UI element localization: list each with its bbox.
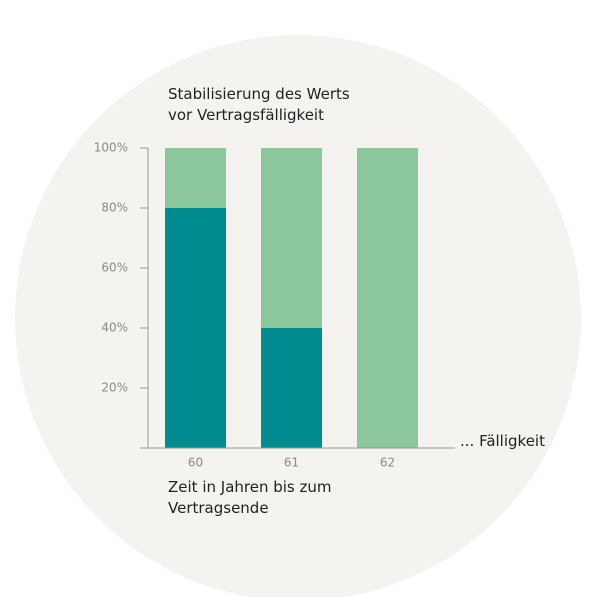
y-tick-label: 60% <box>101 261 128 275</box>
bar-segment <box>261 148 322 328</box>
x-axis-label: Zeit in Jahren bis zum Vertragsende <box>168 478 332 517</box>
y-tick-label: 80% <box>101 201 128 215</box>
x-tick-label: 60 <box>188 456 203 470</box>
chart-title: Stabilisierung des Werts vor Vertragsfäl… <box>168 85 350 124</box>
x-tick-label: 62 <box>380 456 395 470</box>
bar-segment <box>357 148 418 448</box>
bar-segment <box>165 148 226 208</box>
y-tick-label: 40% <box>101 321 128 335</box>
annotation: ... Fälligkeit <box>460 432 545 450</box>
x-tick-label: 61 <box>284 456 299 470</box>
y-tick-label: 20% <box>101 381 128 395</box>
bar-segment <box>165 208 226 448</box>
y-tick-label: 100% <box>94 141 128 155</box>
bar-segment <box>261 328 322 448</box>
